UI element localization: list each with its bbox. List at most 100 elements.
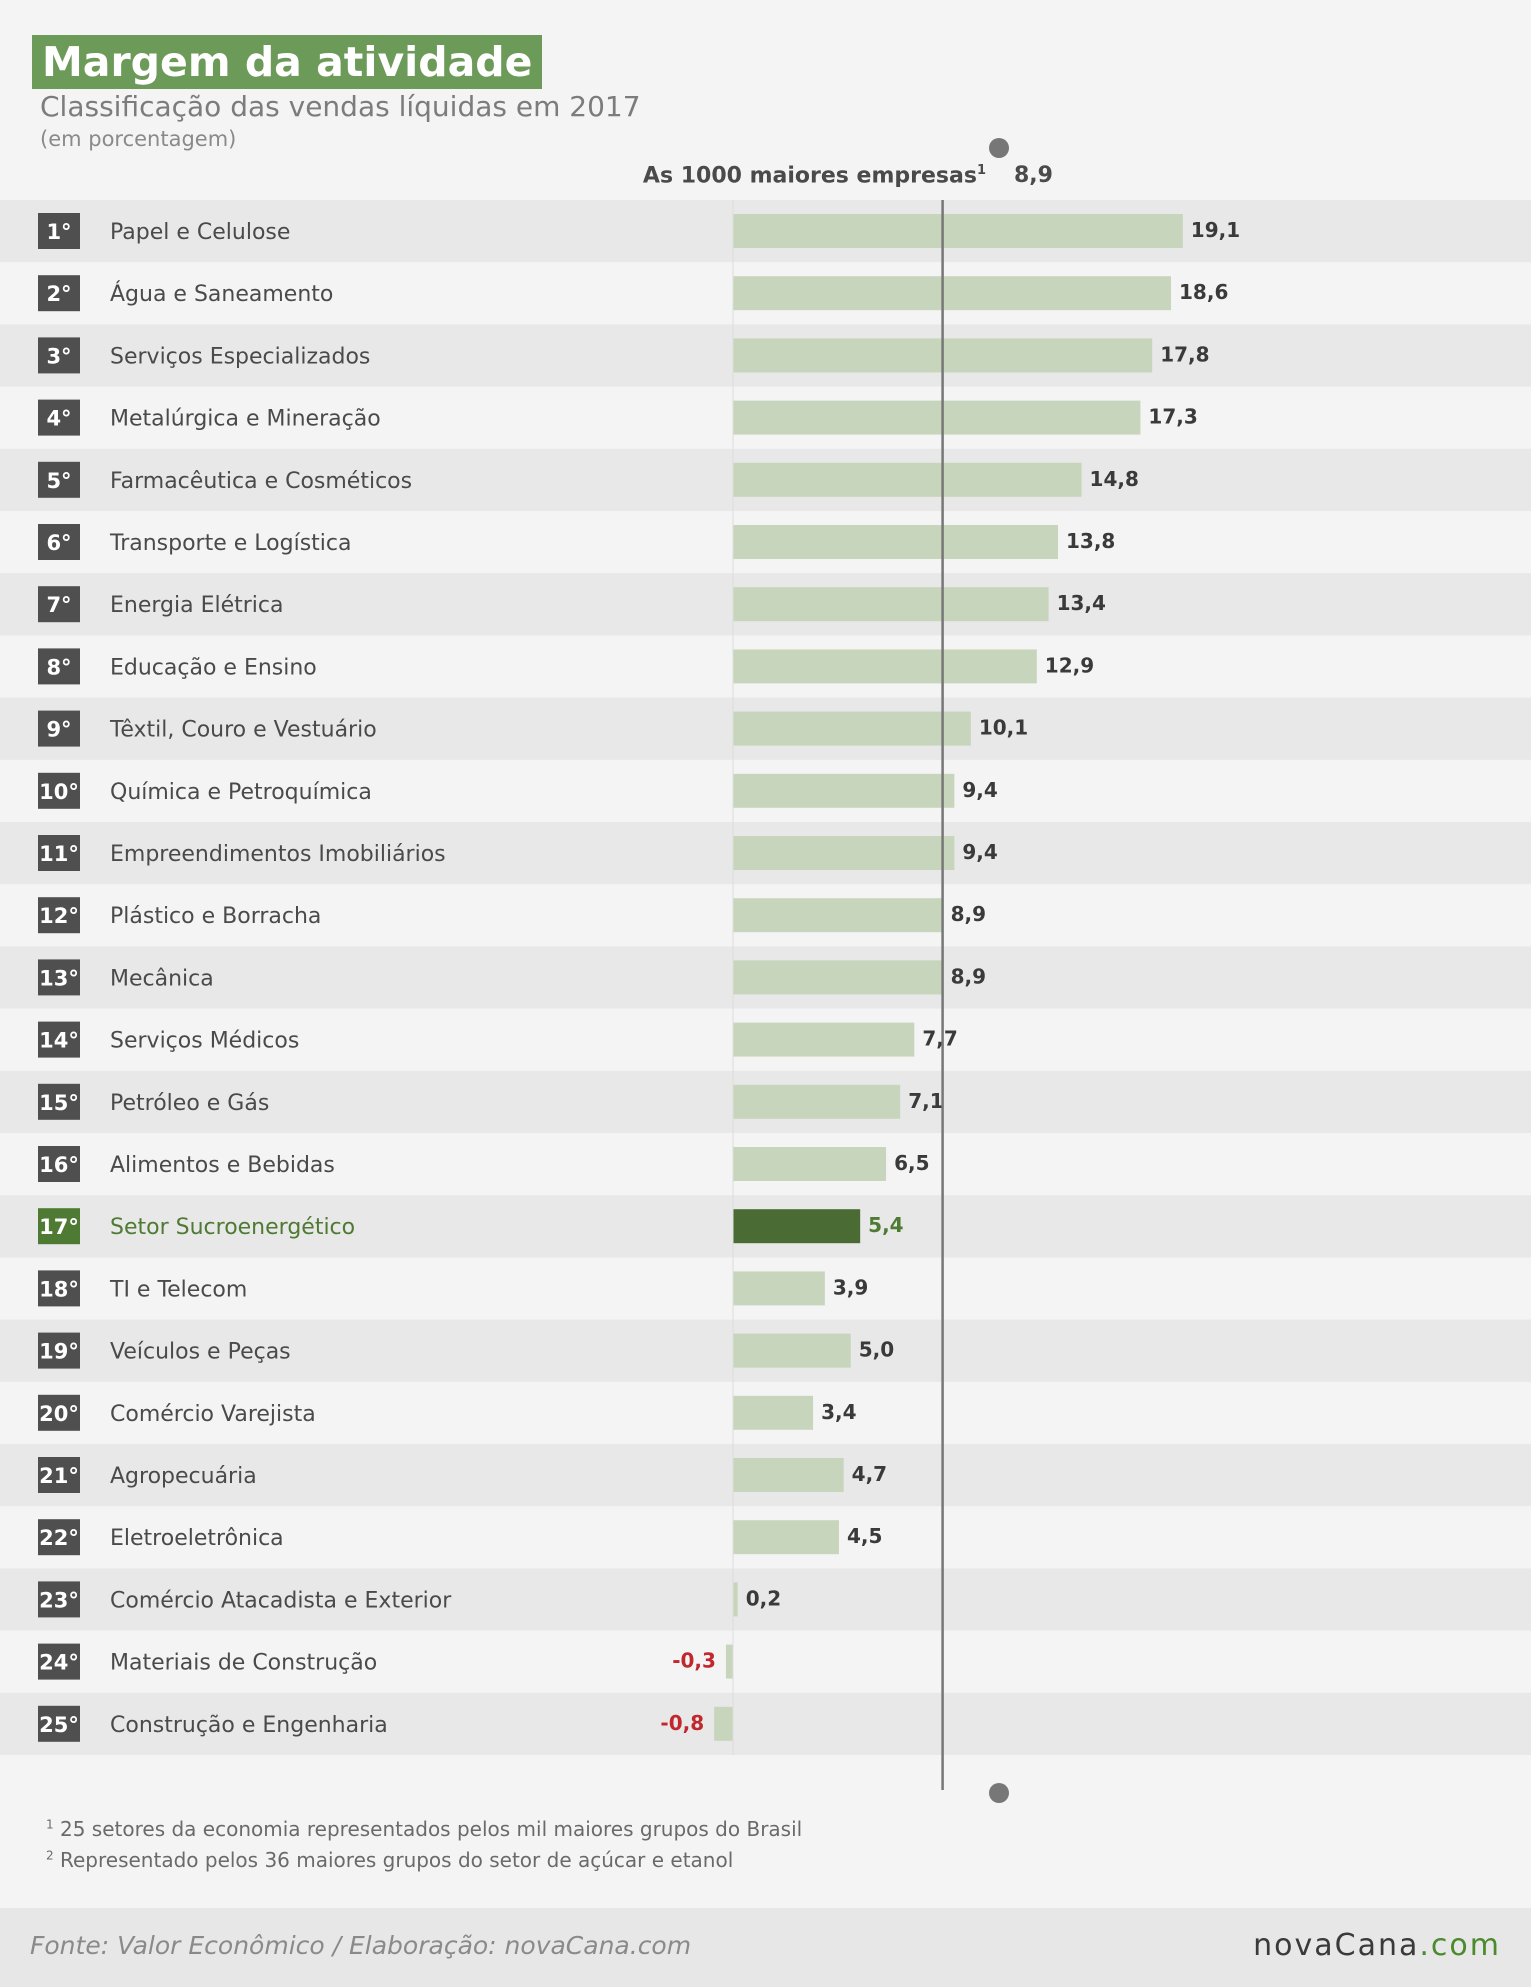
footnote-1: 1 25 setores da economia representados p… (46, 1817, 802, 1841)
value-label: 7,1 (908, 1089, 943, 1113)
rank-label: 4° (46, 407, 71, 431)
value-label: 3,9 (833, 1275, 868, 1299)
rank-label: 24° (39, 1651, 79, 1675)
bar (733, 1520, 839, 1555)
bar (725, 1644, 733, 1679)
rank-box (38, 524, 80, 560)
rank-label: 21° (39, 1464, 79, 1488)
bar (733, 400, 1141, 435)
rank-box (38, 897, 80, 934)
chart-title: Margem da atividade (32, 35, 543, 89)
rank-box (38, 772, 80, 809)
category-label: Serviços Especializados (110, 344, 370, 369)
value-label: -0,8 (660, 1711, 704, 1735)
bar (714, 1706, 733, 1741)
rank-box (38, 959, 80, 996)
value-label: -0,3 (672, 1649, 716, 1673)
rank-label: 18° (39, 1277, 79, 1301)
category-label: Empreendimentos Imobiliários (110, 842, 446, 867)
rank-label: 10° (39, 780, 79, 804)
category-label: Metalúrgica e Mineração (110, 407, 381, 432)
logo-suffix: .com (1419, 1928, 1501, 1963)
bar (733, 711, 971, 746)
row-background (0, 1692, 1531, 1755)
bar (733, 898, 943, 933)
rank-label: 16° (39, 1153, 79, 1177)
category-label: Construção e Engenharia (110, 1713, 388, 1738)
category-label: Comércio Atacadista e Exterior (110, 1588, 452, 1613)
bar (733, 836, 955, 870)
bar (733, 1084, 901, 1119)
category-label: Educação e Ensino (110, 655, 317, 680)
rank-label: 22° (39, 1526, 79, 1550)
category-label: Mecânica (110, 966, 214, 991)
rank-label: 11° (39, 842, 79, 866)
value-label: 8,9 (951, 902, 986, 926)
category-label: Comércio Varejista (110, 1402, 316, 1427)
value-label: 4,5 (847, 1524, 882, 1548)
category-label: Setor Sucroenergético (110, 1215, 355, 1240)
rank-label: 17° (39, 1215, 79, 1239)
rank-box (38, 1394, 80, 1431)
value-label: 5,0 (859, 1338, 894, 1362)
bar (733, 773, 955, 808)
rank-box (38, 835, 80, 871)
rank-label: 20° (39, 1402, 79, 1426)
bar (733, 1582, 738, 1617)
value-label: 12,9 (1045, 653, 1094, 677)
category-label: Agropecuária (110, 1464, 257, 1489)
rank-box (38, 213, 80, 249)
rank-box (38, 1083, 80, 1120)
value-label: 17,8 (1160, 342, 1209, 366)
value-label: 9,4 (962, 778, 997, 802)
rank-label: 8° (46, 655, 71, 679)
category-label: TI e Telecom (109, 1277, 247, 1302)
rank-box (38, 461, 80, 498)
category-label: Materiais de Construção (110, 1651, 377, 1676)
bar (733, 214, 1183, 248)
category-label: Petróleo e Gás (110, 1091, 269, 1116)
value-label: 10,1 (979, 716, 1028, 740)
rank-box (38, 1021, 80, 1058)
bar-chart: 1° Papel e Celulose 19,1 2° Água e Saneament… (0, 200, 1531, 1790)
rank-box (38, 1270, 80, 1307)
rank-box (38, 337, 80, 374)
category-label: Têxtil, Couro e Vestuário (109, 718, 377, 743)
value-label: 18,6 (1179, 280, 1228, 304)
category-label: Química e Petroquímica (110, 780, 372, 805)
value-label: 14,8 (1090, 467, 1139, 491)
source-credit: Fonte: Valor Econômico / Elaboração: nov… (30, 1931, 692, 1960)
reference-line-top-dot (989, 138, 1009, 158)
reference-footnote-mark: 1 (976, 163, 986, 178)
bar (733, 525, 1058, 559)
category-label: Alimentos e Bebidas (110, 1153, 335, 1178)
bar (733, 1395, 814, 1430)
bar (733, 1271, 825, 1306)
bar (733, 1209, 861, 1244)
rank-box (38, 1519, 80, 1556)
rank-box (38, 586, 80, 623)
bar (733, 1333, 851, 1368)
value-label: 9,4 (962, 840, 997, 864)
reference-label-text: As 1000 maiores empresas (642, 163, 977, 189)
value-label: 4,7 (852, 1462, 887, 1486)
value-label: 7,7 (922, 1027, 957, 1051)
footnote-1-mark: 1 (46, 1817, 54, 1832)
chart-subtitle: Classificação das vendas líquidas em 201… (40, 90, 641, 123)
reference-line-bottom-dot (989, 1783, 1009, 1803)
novacana-logo: novaCana.com (1253, 1928, 1501, 1963)
rank-label: 23° (39, 1588, 79, 1612)
rank-label: 19° (39, 1340, 79, 1364)
category-label: Farmacêutica e Cosméticos (110, 469, 412, 494)
rank-label: 5° (46, 469, 71, 493)
category-label: Papel e Celulose (110, 220, 290, 245)
reference-label: As 1000 maiores empresas1 (643, 163, 986, 188)
value-label: 8,9 (951, 964, 986, 988)
rank-label: 9° (46, 718, 71, 742)
category-label: Energia Elétrica (110, 593, 284, 618)
bar (733, 276, 1172, 311)
value-label: 5,4 (868, 1213, 903, 1237)
rank-label: 3° (46, 344, 71, 368)
rank-box (38, 710, 80, 747)
unit-note: (em porcentagem) (40, 127, 237, 151)
